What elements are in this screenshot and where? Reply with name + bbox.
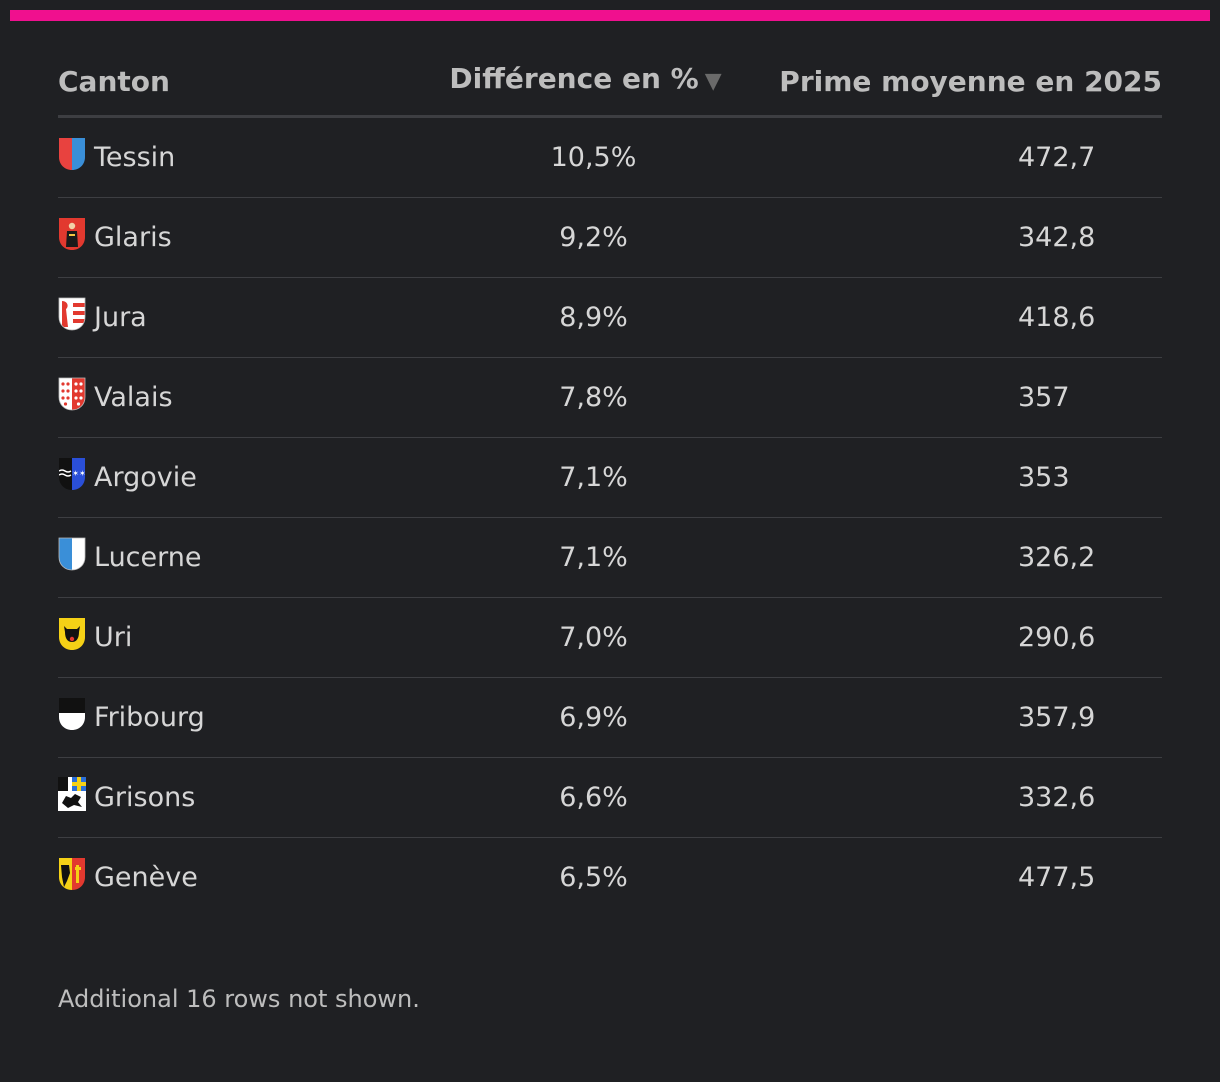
column-header-difference[interactable]: Différence en % ▼ <box>428 58 743 118</box>
column-header-label: Canton <box>58 65 170 98</box>
canton-cell: Jura <box>58 277 428 358</box>
prime-cell: 472,7 <box>743 116 1162 198</box>
canton-cell: Uri <box>58 597 428 678</box>
glaris-flag-icon <box>58 217 94 258</box>
prime-cell: 342,8 <box>743 197 1162 278</box>
prime-cell: 418,6 <box>743 277 1162 358</box>
canton-cell: Glaris <box>58 197 428 278</box>
column-header-prime[interactable]: Prime moyenne en 2025 <box>743 58 1162 118</box>
canton-cell-content: Valais <box>58 377 428 418</box>
difference-cell: 6,9% <box>428 677 743 758</box>
lucerne-flag-icon <box>58 537 94 578</box>
geneve-flag-icon <box>58 857 94 898</box>
prime-cell: 290,6 <box>743 597 1162 678</box>
canton-cell: Lucerne <box>58 517 428 598</box>
table-body: Tessin 10,5% 472,7 Glaris 9,2% 342,8 Jur… <box>58 116 1162 918</box>
canton-name: Fribourg <box>94 702 205 733</box>
canton-cell-content: Lucerne <box>58 537 428 578</box>
argovie-flag-icon: ✶✶ <box>58 457 94 498</box>
table-row: Valais 7,8% 357 <box>58 357 1162 438</box>
canton-cell: ✶✶ Argovie <box>58 437 428 518</box>
canton-cell: Tessin <box>58 116 428 198</box>
difference-cell: 7,1% <box>428 517 743 598</box>
canton-cell-content: ✶✶ Argovie <box>58 457 428 498</box>
difference-cell: 9,2% <box>428 197 743 278</box>
canton-cell-content: Fribourg <box>58 697 428 738</box>
canton-name: Jura <box>94 302 147 333</box>
table-row: Glaris 9,2% 342,8 <box>58 197 1162 278</box>
column-header-label: Différence en % <box>449 62 699 95</box>
difference-cell: 6,6% <box>428 757 743 838</box>
table-row: Uri 7,0% 290,6 <box>58 597 1162 678</box>
canton-name: Lucerne <box>94 542 202 573</box>
difference-cell: 6,5% <box>559 862 628 893</box>
accent-bar <box>10 10 1210 21</box>
rows-not-shown-note: Additional 16 rows not shown. <box>58 985 420 1013</box>
canton-cell-content: Glaris <box>58 217 428 258</box>
sort-descending-icon: ▼ <box>704 69 722 94</box>
difference-cell: 7,8% <box>428 357 743 438</box>
canton-cell: Fribourg <box>58 677 428 758</box>
column-header-canton[interactable]: Canton <box>58 58 428 118</box>
prime-cell: 477,5 <box>1018 862 1096 893</box>
table-row: Grisons 6,6% 332,6 <box>58 757 1162 838</box>
difference-cell: 10,5% <box>428 116 743 198</box>
canton-name: Uri <box>94 622 133 653</box>
table-row: Lucerne 7,1% 326,2 <box>58 517 1162 598</box>
valais-flag-icon <box>58 377 94 418</box>
prime-cell: 357 <box>743 357 1162 438</box>
canton-name: Grisons <box>94 782 196 813</box>
canton-cell: Grisons <box>58 757 428 838</box>
table-header-row: Canton Différence en % ▼ Prime moyenne en… <box>58 58 1162 118</box>
data-table-container: Canton Différence en % ▼ Prime moyenne en… <box>58 58 1162 917</box>
canton-name: Tessin <box>94 142 176 173</box>
table-row: Tessin 10,5% 472,7 <box>58 116 1162 198</box>
difference-cell: 8,9% <box>428 277 743 358</box>
grisons-flag-icon <box>58 777 94 818</box>
canton-name: Glaris <box>94 222 172 253</box>
difference-cell: 7,1% <box>428 437 743 518</box>
canton-cell: Genève <box>58 838 428 918</box>
canton-name: Genève <box>94 862 198 893</box>
canton-name: Argovie <box>94 462 197 493</box>
canton-cell-content: Jura <box>58 297 428 338</box>
canton-name: Valais <box>94 382 173 413</box>
column-header-label: Prime moyenne en 2025 <box>779 65 1162 98</box>
tessin-flag-icon <box>58 137 94 178</box>
table-row: Genève 6,5% 477,5 <box>58 838 1162 918</box>
uri-flag-icon <box>58 617 94 658</box>
prime-cell: 353 <box>743 437 1162 518</box>
svg-text:✶✶: ✶✶ <box>72 469 85 478</box>
difference-cell: 7,0% <box>428 597 743 678</box>
data-table: Canton Différence en % ▼ Prime moyenne en… <box>58 58 1162 917</box>
jura-flag-icon <box>58 297 94 338</box>
table-row: ✶✶ Argovie 7,1% 353 <box>58 437 1162 518</box>
canton-cell-content: Grisons <box>58 777 428 818</box>
canton-cell-content: Uri <box>58 617 428 658</box>
prime-cell: 332,6 <box>743 757 1162 838</box>
canton-cell-content: Tessin <box>58 137 428 178</box>
canton-cell-content: Genève <box>58 857 428 898</box>
table-row: Jura 8,9% 418,6 <box>58 277 1162 358</box>
table-row: Fribourg 6,9% 357,9 <box>58 677 1162 758</box>
prime-cell: 326,2 <box>743 517 1162 598</box>
prime-cell: 357,9 <box>743 677 1162 758</box>
canton-cell: Valais <box>58 357 428 438</box>
fribourg-flag-icon <box>58 697 94 738</box>
